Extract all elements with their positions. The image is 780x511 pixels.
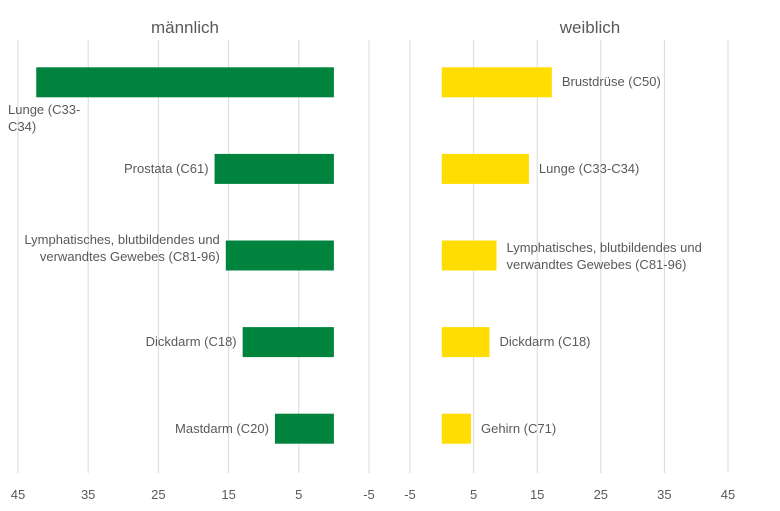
x-tick-label: 35 [80, 487, 96, 502]
x-tick-label: 35 [657, 487, 672, 502]
category-label: Dickdarm (C18) [145, 334, 237, 350]
x-tick-label: 45 [10, 487, 26, 502]
x-tick-label: 15 [529, 487, 545, 502]
x-tick-label: -5 [404, 487, 416, 502]
x-tick-label: 5 [469, 487, 478, 502]
x-tick-label: 45 [720, 487, 736, 502]
category-label: Brustdrüse (C50) [561, 74, 661, 90]
chart-title: männlich [150, 18, 220, 37]
x-tick-label: 25 [151, 487, 166, 502]
chart-title: weiblich [559, 18, 621, 37]
category-label: Dickdarm (C18) [499, 334, 591, 350]
x-tick-label: 25 [593, 487, 609, 502]
category-label: Prostata (C61) [124, 160, 209, 176]
x-tick-label: 5 [295, 487, 303, 502]
bar [441, 67, 552, 98]
category-label: Lymphatisches, blutbildendes und verwand… [24, 231, 220, 264]
category-label: Lymphatisches, blutbildendes und verwand… [506, 239, 702, 272]
bar [242, 327, 334, 358]
bar [214, 153, 334, 184]
bar [36, 67, 334, 98]
category-label: Lunge (C33-C34) [8, 102, 81, 135]
category-label: Gehirn (C71) [481, 420, 557, 436]
bar [441, 240, 497, 271]
category-label: Mastdarm (C20) [175, 420, 269, 436]
x-tick-label: 15 [221, 487, 236, 502]
bar [225, 240, 334, 271]
bar [441, 413, 472, 444]
category-label: Lunge (C33-C34) [538, 160, 640, 176]
x-tick-label: -5 [363, 487, 375, 502]
bar [441, 327, 490, 358]
bar [441, 153, 529, 184]
bar [274, 413, 334, 444]
